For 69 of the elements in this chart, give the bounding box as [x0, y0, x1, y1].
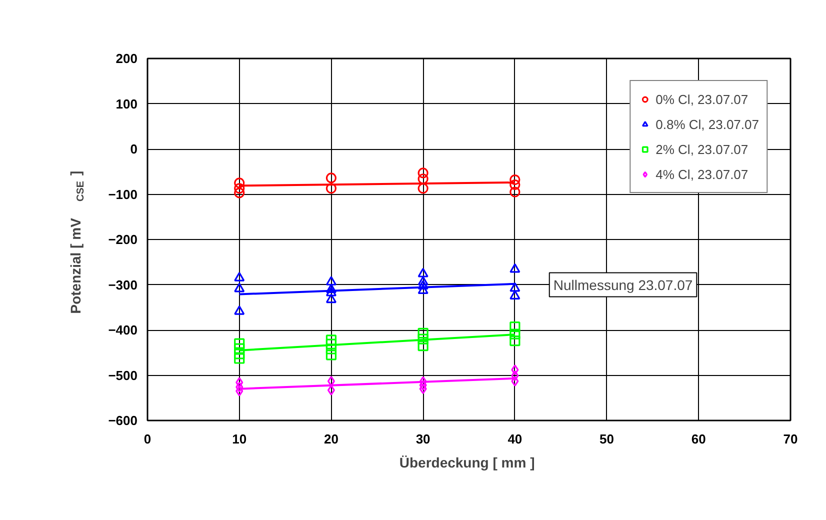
annotation: Nullmessung 23.07.07	[553, 276, 693, 293]
point	[510, 174, 520, 186]
y-tick-label: −300	[108, 277, 138, 292]
point	[234, 272, 245, 282]
y-tick-label: −600	[108, 413, 138, 428]
point	[510, 322, 520, 332]
point	[418, 174, 428, 184]
point	[234, 353, 245, 364]
point	[510, 263, 520, 273]
point	[326, 183, 337, 194]
y-tick-label: 0	[130, 142, 138, 156]
point	[326, 286, 337, 296]
point	[234, 305, 245, 315]
x-tick-label: 40	[508, 432, 522, 446]
point	[326, 284, 337, 294]
point	[510, 328, 520, 340]
point	[418, 276, 428, 286]
point	[234, 178, 245, 188]
legend-label: 0% Cl, 23.07.07	[656, 92, 748, 106]
point	[510, 336, 520, 346]
point	[510, 290, 520, 300]
y-tick-label: 100	[116, 96, 138, 112]
point	[418, 334, 428, 344]
x-tick-label: 50	[600, 432, 614, 446]
point	[510, 179, 520, 190]
x-axis-title: Überdeckung [ mm ]	[399, 454, 535, 470]
legend-label: 0.8% Cl, 23.07.07	[656, 116, 759, 132]
point	[234, 188, 245, 198]
point	[234, 282, 245, 292]
point	[511, 376, 519, 386]
y-tick-label: 200	[116, 51, 138, 66]
point	[418, 168, 428, 178]
point	[234, 338, 245, 349]
point	[326, 350, 337, 360]
point	[511, 364, 519, 376]
point	[326, 172, 337, 184]
point	[418, 280, 428, 290]
point	[236, 382, 244, 392]
legend-label: 4% Cl, 23.07.07	[656, 166, 748, 182]
point	[418, 268, 428, 278]
point	[234, 343, 245, 354]
y-tick-label: −500	[108, 368, 138, 383]
point	[326, 276, 337, 286]
point	[326, 338, 337, 350]
x-tick-label: 20	[324, 432, 338, 446]
y-axis-title: Potenzial [ mVCSE ]	[68, 170, 86, 314]
point	[236, 386, 244, 396]
point	[510, 186, 520, 198]
point	[418, 183, 428, 194]
legend-label: 2% Cl, 23.07.07	[656, 142, 748, 156]
x-tick-label: 10	[232, 432, 247, 446]
point	[236, 377, 244, 388]
point	[234, 348, 245, 360]
point	[418, 328, 428, 338]
point	[418, 284, 428, 294]
x-tick-label: 70	[783, 432, 798, 446]
x-tick-label: 0	[144, 432, 152, 446]
y-tick-label: −400	[108, 322, 138, 338]
point	[327, 384, 336, 396]
point	[418, 340, 428, 352]
point	[510, 282, 520, 292]
x-tick-label: 60	[691, 432, 706, 446]
point	[419, 376, 427, 387]
y-tick-label: −100	[108, 186, 138, 202]
y-tick-label: −200	[108, 232, 138, 247]
x-tick-label: 30	[416, 432, 430, 446]
point	[234, 183, 245, 194]
point	[419, 384, 427, 394]
point	[326, 294, 337, 304]
